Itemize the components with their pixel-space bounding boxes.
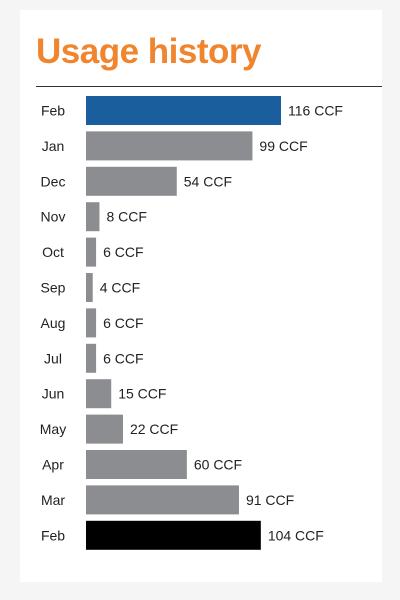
category-label: Nov [41, 209, 66, 225]
data-label: 6 CCF [103, 350, 143, 366]
bar [86, 308, 97, 338]
category-label: Feb [41, 527, 65, 543]
bar [86, 131, 253, 161]
category-label: Sep [41, 280, 66, 296]
bar [86, 485, 239, 515]
bar [86, 450, 187, 479]
bar [86, 166, 177, 196]
category-label: May [40, 421, 66, 437]
bar [86, 343, 97, 373]
data-label: 104 CCF [268, 527, 324, 543]
category-label: Jun [42, 386, 65, 402]
category-label: Dec [41, 173, 66, 189]
category-label: Jan [42, 138, 65, 154]
category-label: Oct [42, 244, 64, 260]
data-label: 4 CCF [100, 280, 140, 296]
data-label: 116 CCF [288, 103, 343, 119]
category-label: Apr [42, 457, 64, 473]
bar [86, 237, 97, 267]
chart-title: Usage history [36, 32, 261, 71]
data-label: 8 CCF [106, 209, 146, 225]
data-label: 22 CCF [130, 421, 178, 437]
data-label: 54 CCF [184, 173, 232, 189]
bar [86, 273, 93, 302]
category-label: Mar [41, 492, 65, 508]
data-label: 60 CCF [194, 457, 242, 473]
bar [86, 414, 123, 444]
bar [86, 379, 112, 409]
bar [86, 96, 281, 125]
data-label: 15 CCF [118, 386, 166, 402]
bar [86, 202, 100, 232]
data-label: 6 CCF [103, 244, 143, 260]
data-label: 91 CCF [246, 492, 294, 508]
category-label: Feb [41, 103, 65, 119]
data-label: 6 CCF [103, 315, 143, 331]
bar [86, 520, 261, 550]
title-divider [36, 86, 382, 87]
data-label: 99 CCF [259, 138, 307, 154]
category-label: Aug [41, 315, 66, 331]
category-label: Jul [44, 350, 62, 366]
